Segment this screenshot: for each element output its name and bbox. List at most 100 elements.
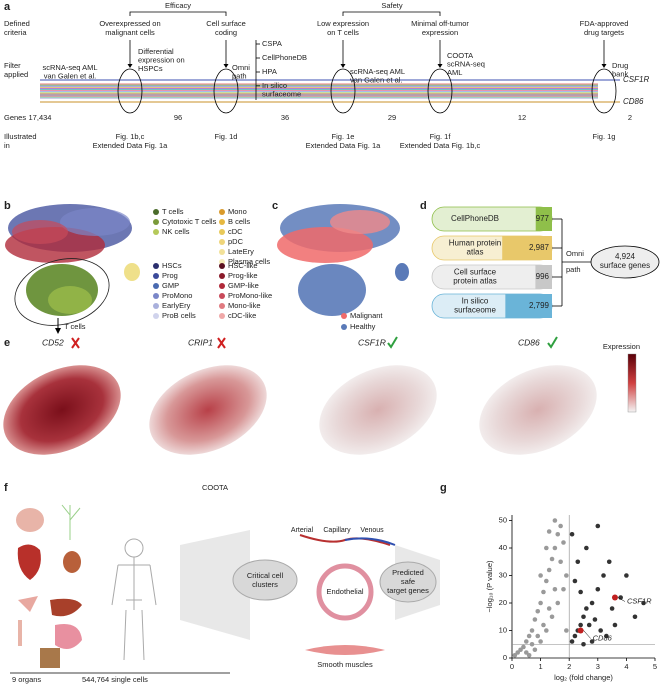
result-label: Predicted: [392, 568, 424, 577]
legend-label: NK cells: [162, 227, 190, 236]
legend-swatch: [153, 263, 159, 269]
illustrated-text: Extended Data Fig. 1a: [306, 141, 381, 150]
legend-label: B cells: [228, 217, 250, 226]
source-text: CSPA: [262, 39, 282, 48]
illustrated-text: Extended Data Fig. 1a: [93, 141, 168, 150]
source-count: 977: [536, 214, 550, 223]
vessel-label: Capillary: [323, 527, 351, 534]
count-bar: [502, 236, 552, 260]
filter-ellipse: [427, 68, 453, 114]
panel-label: b: [4, 200, 11, 212]
point: [589, 600, 595, 606]
source-count: 2,799: [529, 301, 550, 310]
result-label: safe: [401, 577, 415, 586]
point: [535, 633, 541, 639]
criteria-text: FDA-approved: [580, 19, 629, 28]
result-ellipse: [590, 245, 660, 279]
point: [538, 573, 543, 578]
point: [595, 586, 601, 592]
point: [584, 545, 589, 551]
group-label: Efficacy: [165, 1, 191, 10]
cluster-label: Critical cell: [247, 571, 284, 580]
source-text: In silico: [262, 81, 287, 90]
group-bracket: [129, 11, 227, 16]
gene-count: 2: [628, 113, 632, 122]
source-name: In silico: [462, 297, 489, 306]
label-leader: [617, 597, 626, 602]
gene-label: CSF1R: [623, 75, 649, 84]
criteria-text: Overexpressed on: [99, 19, 160, 28]
vessel-label: Arterial: [291, 527, 314, 534]
legend-label: LateEry: [228, 247, 254, 256]
cell-label: Smooth muscles: [317, 660, 373, 669]
criteria-text: malignant cells: [105, 28, 155, 37]
point: [544, 545, 549, 551]
y-tick-label: 0: [503, 653, 507, 662]
row-label: Genes: [4, 113, 26, 122]
filter-text: COOTA: [447, 51, 473, 60]
criteria-text: Minimal off-tumor: [411, 19, 469, 28]
point: [589, 639, 595, 644]
legend-swatch: [219, 219, 225, 225]
row-label: criteria: [4, 28, 27, 37]
source-name: protein atlas: [453, 277, 497, 286]
filter-text: scRNA-seq: [447, 59, 485, 68]
filter-text: van Galen et al.: [44, 71, 97, 80]
filter-text: bank: [612, 69, 629, 78]
legend-label: GMP-like: [228, 281, 259, 290]
highlight-label: CD86: [593, 633, 613, 642]
x-tick-label: 2: [567, 662, 571, 671]
point: [598, 628, 603, 633]
point: [546, 529, 552, 534]
footer-label: 9 organs: [12, 675, 41, 684]
legend-swatch: [341, 324, 347, 330]
point: [578, 622, 583, 628]
source-name: Cell surface: [454, 268, 497, 277]
x-tick-label: 4: [624, 662, 628, 671]
legend-label: GMP: [162, 281, 179, 290]
point: [521, 644, 526, 650]
point: [564, 628, 569, 633]
legend-label: Healthy: [350, 322, 376, 331]
point: [575, 559, 581, 565]
point: [578, 589, 583, 595]
legend-swatch: [219, 209, 225, 215]
legend-swatch: [153, 283, 159, 289]
legend-swatch: [153, 229, 159, 235]
filter-text: scRNA-seq AML: [42, 63, 97, 72]
legend-swatch: [153, 313, 159, 319]
point: [524, 650, 529, 655]
legend-label: pDC: [228, 237, 244, 246]
legend-swatch: [153, 273, 159, 279]
highlight-label: CSF1R: [627, 596, 652, 605]
result-label: target genes: [387, 586, 429, 595]
filter-ellipse: [213, 68, 239, 114]
umap-cluster: [479, 365, 597, 455]
highlight-point: [611, 594, 618, 601]
source-name: surfaceome: [454, 306, 496, 315]
legend-swatch: [219, 293, 225, 299]
merge-label: Omni: [566, 249, 584, 258]
criteria-text: coding: [215, 28, 237, 37]
legend-label: EarlyEry: [162, 301, 191, 310]
vessel-label: Venous: [360, 527, 384, 534]
x-tick-label: 0: [510, 662, 514, 671]
row-label: Defined: [4, 19, 30, 28]
gene-count: 12: [518, 113, 526, 122]
arrow-head: [340, 64, 346, 68]
coota-artwork: [16, 504, 440, 668]
legend-label: HSC-like: [228, 261, 258, 270]
gene-label: CD86: [623, 97, 644, 106]
point: [612, 622, 618, 628]
point: [524, 639, 529, 644]
legend-label: Mono: [228, 207, 247, 216]
filter-text: scRNA-seq AML: [350, 67, 405, 76]
umap-b: [5, 204, 140, 334]
point: [555, 600, 561, 606]
umap-cluster: [149, 365, 267, 455]
gene-name: CRIP1: [188, 337, 213, 347]
point: [604, 633, 609, 639]
legend-label: HSCs: [162, 261, 182, 270]
criteria-text: Cell surface: [206, 19, 246, 28]
point: [518, 647, 523, 653]
